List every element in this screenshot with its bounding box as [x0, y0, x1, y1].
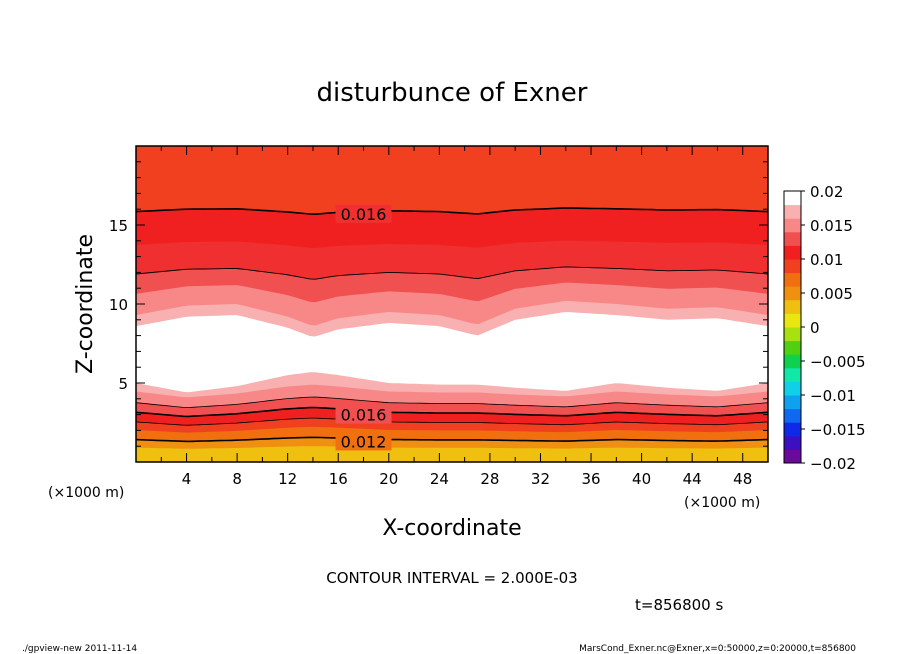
chart-title: disturbunce of Exner — [317, 78, 588, 108]
upper-band-top-overlay — [136, 146, 768, 184]
colorbar-swatch — [784, 354, 801, 369]
contour-label-1: 0.016 — [341, 406, 387, 425]
contour-label-bg-0 — [335, 204, 392, 223]
colorbar-swatch — [784, 286, 801, 301]
contour-line-lower-016 — [135, 406, 769, 418]
colorbar-swatch — [784, 231, 801, 246]
x-tick-label: 28 — [480, 470, 499, 488]
colorbar-tick-label: −0.015 — [810, 421, 866, 439]
time-text: t=856800 s — [635, 596, 723, 614]
colorbar-swatch — [784, 381, 801, 396]
colorbar-swatch — [784, 218, 801, 233]
contour-label-2: 0.012 — [341, 432, 387, 451]
colorbar-tick-label: 0 — [810, 319, 820, 337]
x-tick-label: 48 — [733, 470, 752, 488]
contour-label-bg-2 — [335, 432, 392, 451]
colorbar-tick-label: −0.02 — [810, 455, 856, 473]
y-tick-label: 5 — [118, 375, 128, 393]
colorbar-tick-label: −0.01 — [810, 387, 856, 405]
colorbar-swatch — [784, 367, 801, 382]
colorbar-swatch — [784, 327, 801, 342]
x-unit-left: (×1000 m) — [48, 485, 124, 501]
colorbar-swatch — [784, 422, 801, 437]
footer-right: MarsCond_Exner.nc@Exner,x=0:50000,z=0:20… — [579, 644, 856, 654]
y-axis-label: Z-coordinate — [73, 234, 98, 374]
colorbar-swatch — [784, 395, 801, 410]
colorbar-swatch — [784, 259, 801, 274]
colorbar-tick-label: 0.02 — [810, 183, 843, 201]
x-tick-label: 20 — [379, 470, 398, 488]
colorbar-swatch — [784, 245, 801, 260]
colorbar-swatch — [784, 313, 801, 328]
x-tick-label: 36 — [581, 470, 600, 488]
colorbar-swatch — [784, 408, 801, 423]
x-tick-label: 8 — [232, 470, 242, 488]
x-axis-label: X-coordinate — [382, 516, 521, 541]
x-tick-label: 40 — [632, 470, 651, 488]
x-tick-label: 12 — [278, 470, 297, 488]
x-tick-label: 24 — [430, 470, 449, 488]
plot-area: 0.016 0.016 0.012 — [135, 146, 769, 462]
x-tick-label: 4 — [182, 470, 192, 488]
colorbar-swatch — [784, 272, 801, 287]
contour-label-0: 0.016 — [341, 205, 387, 224]
colorbar-swatch — [784, 449, 801, 464]
x-tick-label: 32 — [531, 470, 550, 488]
x-tick-label: 16 — [329, 470, 348, 488]
colorbar-swatch — [784, 340, 801, 355]
y-tick-label: 15 — [109, 217, 128, 235]
contour-line-upper-012 — [135, 266, 769, 280]
contour-line-lower-014 — [135, 396, 769, 409]
contour-interval-text: CONTOUR INTERVAL = 2.000E-03 — [326, 569, 577, 587]
colorbar-swatch — [784, 204, 801, 219]
colorbar-swatch — [784, 191, 801, 206]
colorbar-tick-label: 0.015 — [810, 217, 853, 235]
colorbar-swatch — [784, 435, 801, 450]
contour-line-upper-016 — [135, 207, 769, 216]
colorbar-tick-label: −0.005 — [810, 353, 866, 371]
x-tick-label: 44 — [683, 470, 702, 488]
colorbar-swatch — [784, 299, 801, 314]
contour-label-bg-1 — [335, 405, 392, 424]
lower-band-7 — [136, 455, 768, 462]
colorbar: 0.02 0.015 0.01 0.005 0 −0.005 −0.01 −0.015 −0.0… — [783, 183, 866, 473]
y-tick-label: 10 — [109, 296, 128, 314]
colorbar-tick-label: 0.005 — [810, 285, 853, 303]
colorbar-tick-label: 0.01 — [810, 251, 843, 269]
contour-line-lower-012 — [135, 436, 769, 443]
contour-line-lower-0165 — [135, 417, 769, 426]
footer-left: ./gpview-new 2011-11-14 — [22, 644, 137, 654]
x-unit-right: (×1000 m) — [684, 495, 760, 511]
